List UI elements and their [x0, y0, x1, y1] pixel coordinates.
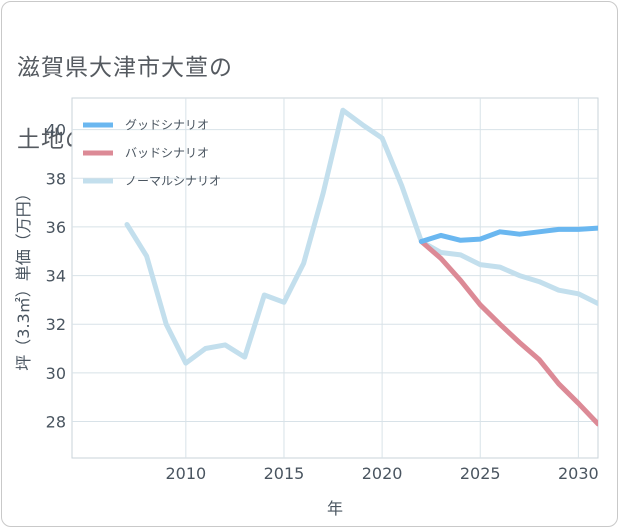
- y-axis-label: 坪（3.3㎡）単価（万円）: [14, 185, 33, 370]
- y-tick-label: 38: [46, 169, 66, 188]
- x-tick-label: 2020: [362, 464, 403, 483]
- y-tick-labels: 28 30 32 34 36 38 40: [46, 121, 66, 432]
- x-tick-labels: 2010 2015 2020 2025 2030: [165, 464, 598, 483]
- title-line-1: 滋賀県大津市大萱の: [17, 55, 233, 81]
- series-lines: [124, 107, 598, 427]
- series-line-2: [418, 239, 598, 427]
- y-tick-label: 32: [46, 315, 66, 334]
- series-line-1: [418, 225, 598, 244]
- y-tick-label: 40: [46, 121, 66, 140]
- plot-area: [71, 97, 599, 459]
- legend-label: グッドシナリオ: [125, 118, 209, 132]
- grid-lines: [72, 98, 598, 458]
- y-tick-label: 36: [46, 218, 66, 237]
- x-axis-label: 年: [327, 499, 343, 518]
- x-tick-label: 2025: [460, 464, 501, 483]
- y-tick-label: 34: [46, 267, 66, 286]
- x-tick-label: 2015: [264, 464, 305, 483]
- y-tick-label: 28: [46, 413, 66, 432]
- legend-label: バッドシナリオ: [125, 146, 209, 160]
- y-tick-label: 30: [46, 364, 66, 383]
- series-line-3: [124, 107, 598, 366]
- x-tick-label: 2030: [558, 464, 599, 483]
- x-tick-label: 2010: [165, 464, 206, 483]
- legend-label: ノーマルシナリオ: [125, 174, 221, 188]
